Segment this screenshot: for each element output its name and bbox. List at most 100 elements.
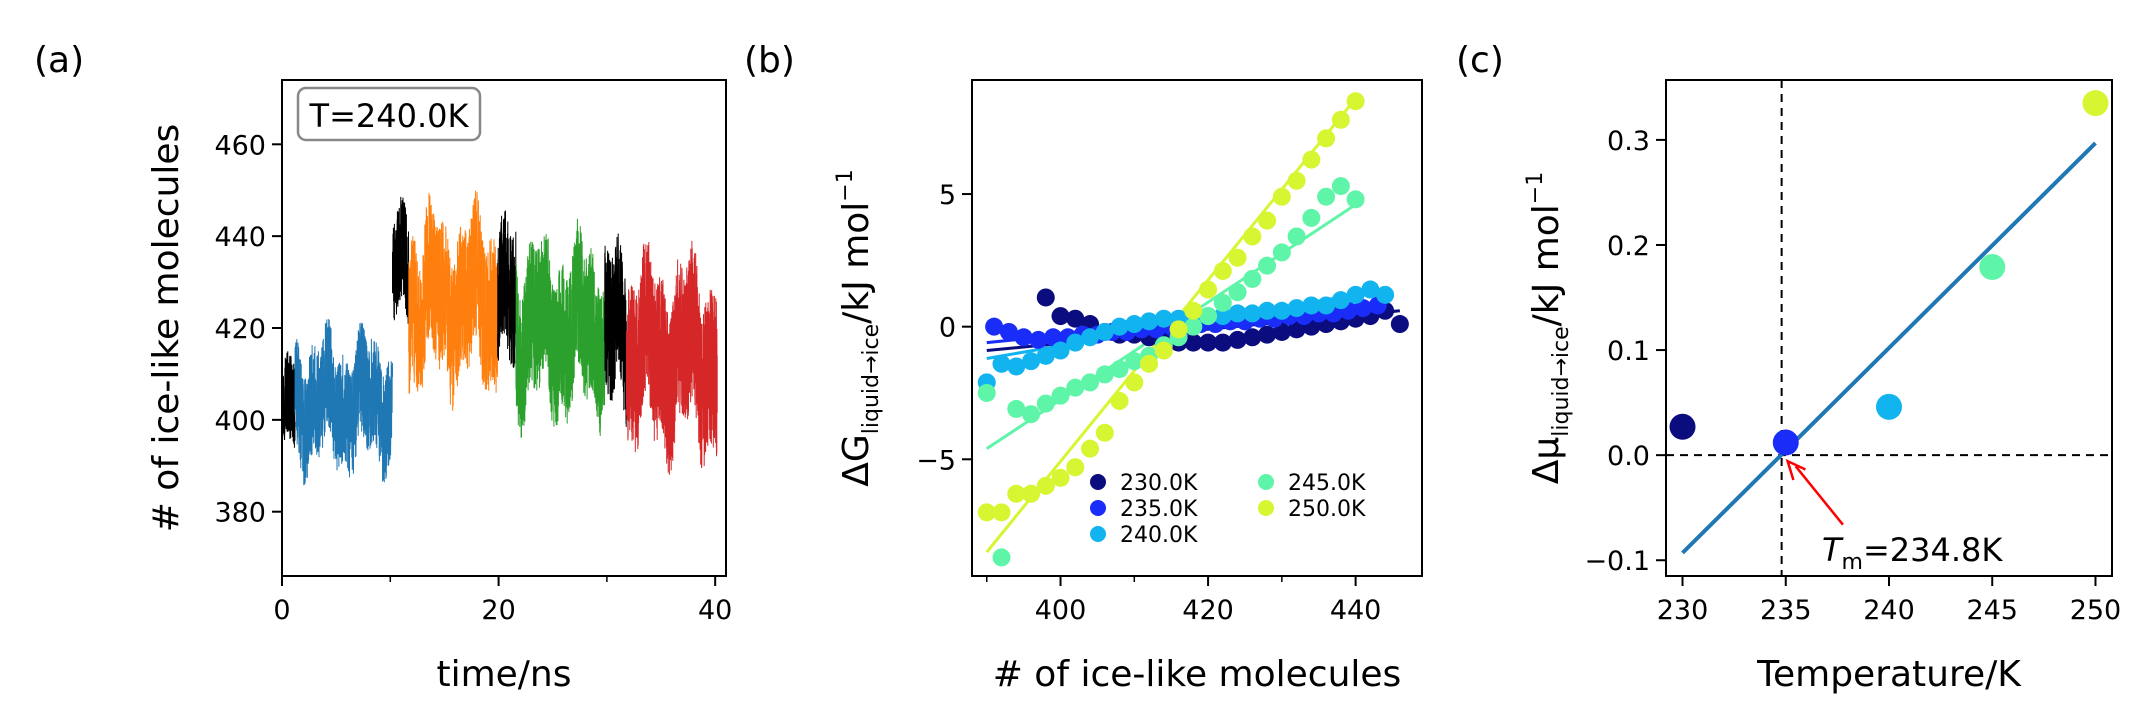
axis-ticks-a: 0 20 40 380 400 420 440 460 [214,130,732,626]
data-point [1022,405,1041,424]
data-point [1022,352,1041,371]
y-label-b-unit: /kJ mol [836,202,877,324]
tm-rest: =234.8K [1863,531,2003,569]
x-axis-label-c: Temperature/K [1756,654,2022,695]
data-point [1346,92,1365,111]
temperature-annotation: T=240.0K [309,97,470,135]
a-y-tick-label: 400 [214,406,266,437]
data-points-b [977,92,1409,567]
y-axis-label-a: # of ice-like molecules [146,124,187,533]
data-point [1169,320,1188,339]
trace-segment [625,240,718,475]
data-point [1272,301,1291,320]
data-point [1081,373,1100,392]
a-y-tick-label: 440 [214,222,266,253]
data-point [1044,328,1063,347]
legend-entry: 230.0K [1120,471,1198,496]
data-point [1331,291,1350,310]
data-point [1361,280,1380,299]
a-y-tick-label: 460 [214,130,266,161]
data-point [1051,341,1070,360]
panel-c-chart: 230 235 240 245 250 −0.1 0.0 0.1 0.2 0.3 Tm=234.8… [1523,79,2122,695]
b-y-tick-label: 0 [939,313,956,344]
data-point [2082,90,2109,117]
x-axis-label-a: time/ns [436,654,571,695]
c-y-tick-label: 0.1 [1607,336,1650,367]
data-point [999,322,1018,341]
b-x-tick-label: 400 [1035,595,1087,626]
data-point [1287,320,1306,339]
trace-segment [281,351,296,450]
trace-segment [497,210,517,368]
data-point [1772,429,1799,456]
melting-point-annotation: Tm=234.8K [1785,458,2003,575]
data-point [1184,301,1203,320]
data-point [1110,391,1129,410]
data-point [1302,296,1321,315]
legend-entry: 235.0K [1120,497,1198,522]
data-point [1095,423,1114,442]
data-point [1243,304,1262,323]
data-point [1331,110,1350,129]
x-axis-label-b: # of ice-like molecules [993,654,1402,695]
data-point [1184,333,1203,352]
y-label-c-main: Δμ [1526,437,1567,485]
b-y-tick-label: 5 [939,180,956,211]
annotation-arrow-head [1785,458,1807,481]
legend-marker [1258,474,1274,490]
data-point [1876,393,1902,420]
data-point [1243,227,1262,246]
c-x-tick-label: 245 [1966,595,2018,626]
legend-entry: 250.0K [1288,497,1366,522]
panel-label-a: (a) [34,40,84,81]
data-point [1154,341,1173,360]
time-series-traces [281,190,718,486]
trace-segment [294,319,393,486]
data-point [1066,378,1085,397]
c-x-tick-label: 250 [2070,595,2122,626]
data-point [1228,248,1247,267]
tm-sub: m [1842,550,1863,575]
data-point [1199,333,1218,352]
data-point [977,503,996,522]
annotation-arrow-shaft [1794,465,1844,526]
data-point [1228,330,1247,349]
legend-marker [1090,526,1106,542]
data-point [1199,307,1218,326]
c-y-tick-label: 0.2 [1607,231,1650,262]
axis-ticks-b: 400 420 440 −5 0 5 [916,180,1381,626]
data-point [1199,280,1218,299]
data-point [1184,317,1203,336]
data-point [1036,346,1055,365]
tm-main: T [1822,531,1844,569]
b-y-tick-label: −5 [916,445,956,476]
a-y-tick-label: 380 [214,498,266,529]
b-x-tick-label: 440 [1330,595,1382,626]
svg-text:Δμliquid→ice/kJ mol−1: Δμliquid→ice/kJ mol−1 [1523,172,1574,485]
data-point [1029,330,1048,349]
data-point [977,383,996,402]
plot-frame-b [971,79,1423,577]
a-x-tick-label: 0 [273,595,290,626]
c-y-tick-label: 0.0 [1607,441,1650,472]
linear-fit-line [1681,141,2097,555]
data-point [1243,269,1262,288]
data-point [1036,476,1055,495]
data-point [1258,301,1277,320]
data-point [1272,322,1291,341]
data-point [1213,261,1232,280]
legend-marker [1258,500,1274,516]
b-x-tick-label: 420 [1182,595,1234,626]
a-y-tick-label: 420 [214,314,266,345]
legend-entry: 245.0K [1288,471,1366,496]
a-x-tick-label: 40 [698,595,732,626]
data-point [1081,328,1100,347]
data-point [1228,283,1247,302]
legend-marker [1090,500,1106,516]
panel-label-c: (c) [1456,40,1504,81]
data-point [1213,307,1232,326]
data-point [1140,354,1159,373]
data-point [1346,190,1365,209]
svg-text:ΔGliquid→ice/kJ mol−1: ΔGliquid→ice/kJ mol−1 [833,169,884,487]
